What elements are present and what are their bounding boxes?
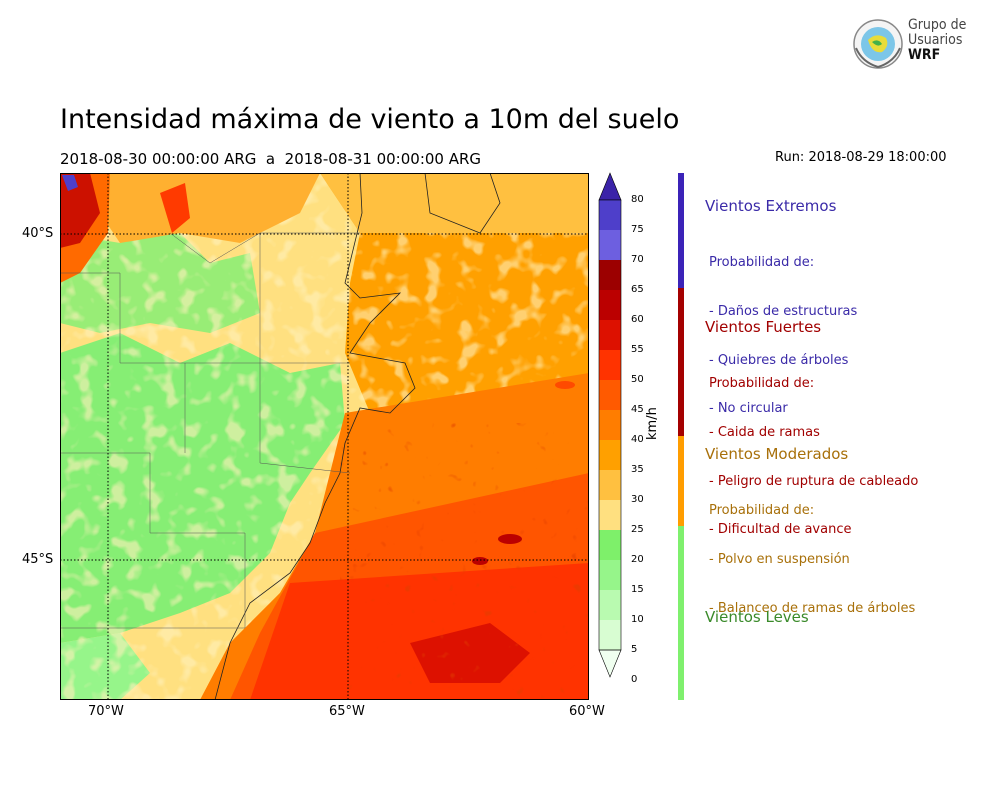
colorbar-segment xyxy=(599,560,621,590)
map-title: Intensidad máxima de viento a 10m del su… xyxy=(60,104,680,135)
desc-line: Probabilidad de: xyxy=(709,503,815,519)
category-bar-fuertes xyxy=(678,288,684,436)
desc-line: - Quiebres de árboles xyxy=(709,352,849,368)
category-title-fuertes: Vientos Fuertes xyxy=(705,318,822,336)
category-title-leves: Vientos Leves xyxy=(705,608,809,626)
colorbar-extend-min xyxy=(598,649,622,678)
desc-line: - Peligro de ruptura de cableado xyxy=(709,473,919,489)
x-tick-60w: 60°W xyxy=(569,704,605,719)
desc-line: Probabilidad de: xyxy=(709,376,815,392)
colorbar-tick-label: 25 xyxy=(631,524,644,535)
run-timestamp: Run: 2018-08-29 18:00:00 xyxy=(775,150,947,165)
colorbar-segment xyxy=(599,350,621,380)
colorbar-tick-label: 50 xyxy=(631,374,644,385)
wind-colorbar xyxy=(598,172,622,678)
colorbar-tick-label: 5 xyxy=(631,644,638,655)
category-bar-moderados xyxy=(678,436,684,526)
desc-line: - Caida de ramas xyxy=(709,425,820,441)
colorbar-tick-label: 60 xyxy=(631,314,644,325)
desc-line: - Balanceo de ramas de árboles xyxy=(709,600,916,616)
category-title-extremos: Vientos Extremos xyxy=(705,197,837,215)
colorbar-units: km/h xyxy=(645,407,660,440)
colorbar-tick-label: 45 xyxy=(631,404,644,415)
colorbar-segment xyxy=(599,470,621,500)
colorbar-segment xyxy=(599,500,621,530)
colorbar-tick-label: 15 xyxy=(631,584,644,595)
logo-line-2: Usuarios xyxy=(908,32,963,48)
map-subtitle: 2018-08-30 00:00:00 ARG a 2018-08-31 00:… xyxy=(60,150,482,168)
grupo-wrf-logo xyxy=(853,19,903,69)
desc-line: Probabilidad de: xyxy=(709,255,815,271)
colorbar-segment xyxy=(599,410,621,440)
colorbar-tick-label: 55 xyxy=(631,344,644,355)
colorbar-segment xyxy=(599,530,621,560)
colorbar-segment xyxy=(599,440,621,470)
colorbar-extend-max xyxy=(598,172,622,201)
colorbar-tick-label: 35 xyxy=(631,464,644,475)
desc-line: - Polvo en suspensión xyxy=(709,552,850,568)
colorbar-segment xyxy=(599,260,621,290)
category-desc-fuertes: Probabilidad de: - Caida de ramas - Peli… xyxy=(709,344,918,555)
colorbar-tick-label: 75 xyxy=(631,224,644,235)
colorbar-tick-label: 20 xyxy=(631,554,644,565)
colorbar-segment xyxy=(599,620,621,650)
colorbar-tick-label: 80 xyxy=(631,194,644,205)
colorbar-segment xyxy=(599,590,621,620)
y-tick-40s: 40°S xyxy=(22,226,54,241)
colorbar-segment xyxy=(599,200,621,230)
colorbar-outline xyxy=(598,199,622,651)
desc-line: - No circular xyxy=(709,401,788,417)
category-desc-extremos: Probabilidad de: - Daños de estructuras … xyxy=(709,223,857,434)
x-tick-65w: 65°W xyxy=(329,704,365,719)
wind-map xyxy=(60,173,589,700)
category-bar-extremos xyxy=(678,173,684,288)
logo-line-3: WRF xyxy=(908,47,941,63)
category-desc-moderados: Probabilidad de: - Polvo en suspensión -… xyxy=(709,471,915,633)
colorbar-tick-label: 70 xyxy=(631,254,644,265)
x-tick-70w: 70°W xyxy=(88,704,124,719)
colorbar-tick-label: 10 xyxy=(631,614,644,625)
y-tick-45s: 45°S xyxy=(22,552,54,567)
logo-line-1: Grupo de xyxy=(908,17,967,33)
category-title-moderados: Vientos Moderados xyxy=(705,445,849,463)
colorbar-segment xyxy=(599,230,621,260)
colorbar-segment xyxy=(599,320,621,350)
colorbar-segment xyxy=(599,290,621,320)
category-bar-leves xyxy=(678,526,684,700)
colorbar-tick-label: 30 xyxy=(631,494,644,505)
colorbar-segment xyxy=(599,380,621,410)
desc-line: - Daños de estructuras xyxy=(709,304,858,320)
colorbar-tick-label: 65 xyxy=(631,284,644,295)
desc-line: - Dificultad de avance xyxy=(709,522,852,538)
colorbar-tick-label: 40 xyxy=(631,434,644,445)
logo-text: Grupo de Usuarios WRF xyxy=(908,18,966,63)
colorbar-tick-label: 0 xyxy=(631,674,638,685)
